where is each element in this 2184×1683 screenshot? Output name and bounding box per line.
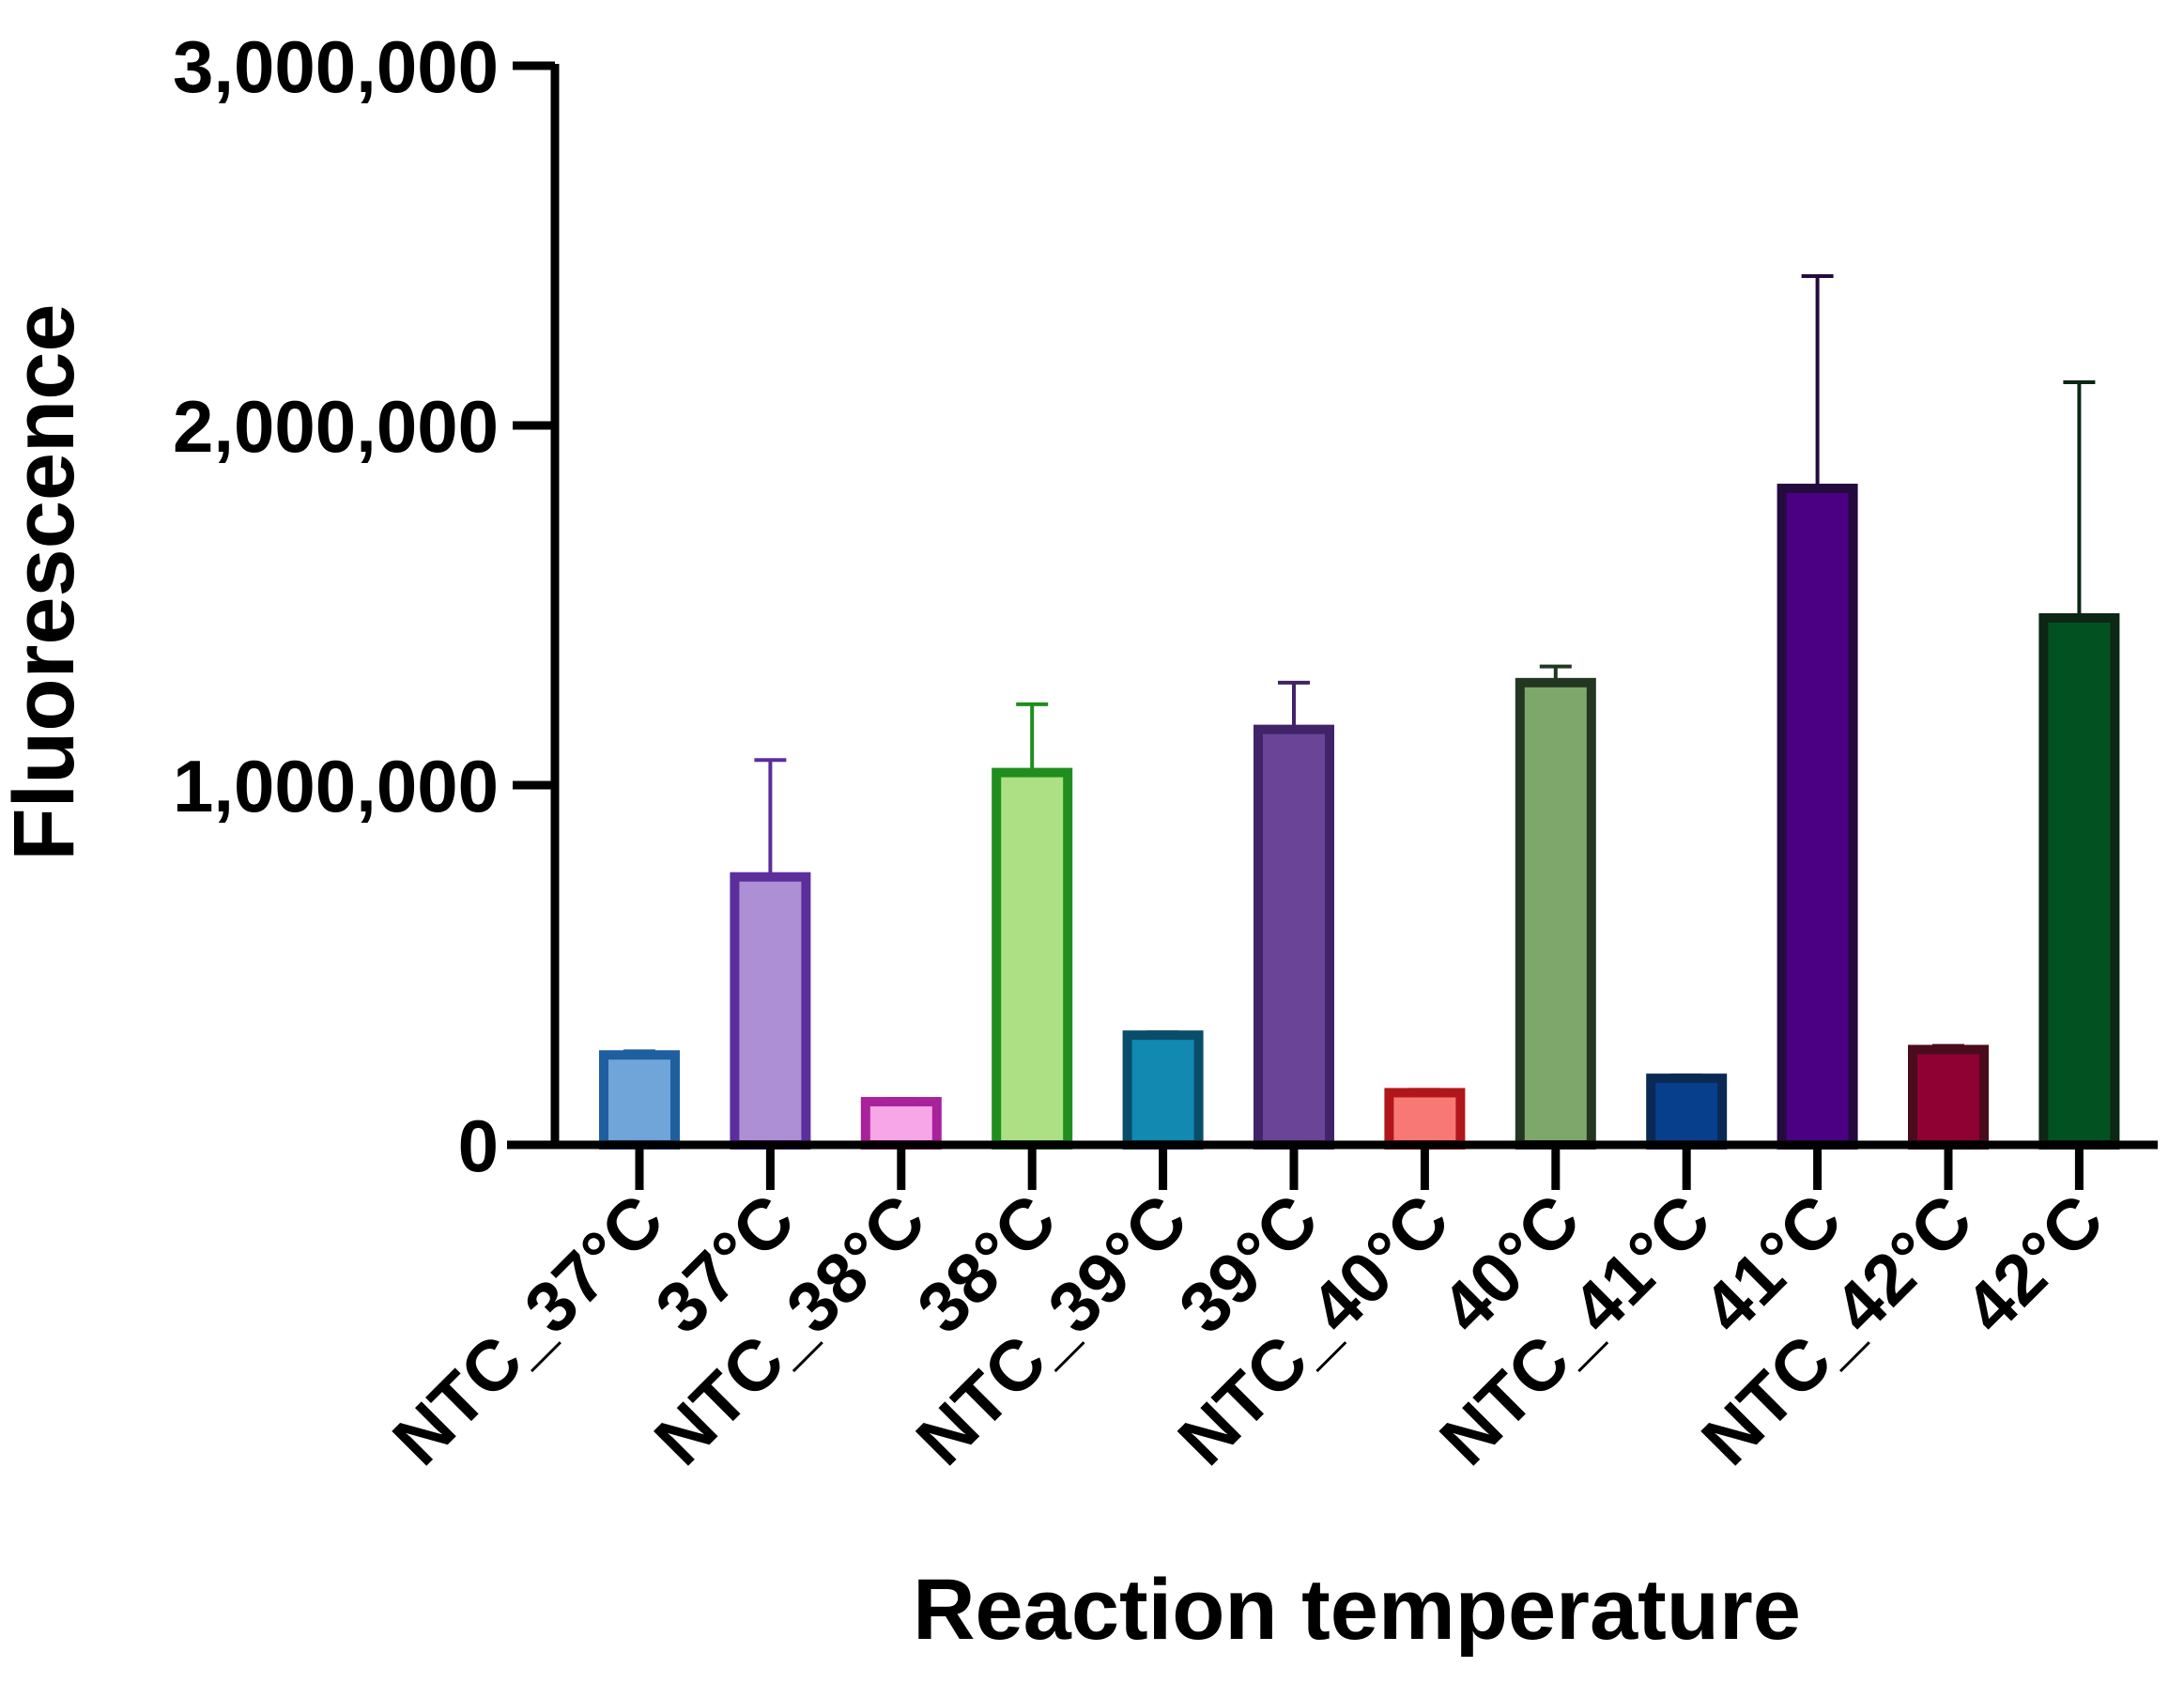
x-axis-title: Reaction temperature xyxy=(913,1562,1801,1658)
bar xyxy=(730,872,811,1150)
x-category-label: 42°C xyxy=(1949,1180,2118,1349)
bar xyxy=(1122,1030,1204,1150)
y-tick-label: 1,000,000 xyxy=(173,745,499,827)
bar xyxy=(1776,484,1858,1150)
bars-group xyxy=(599,484,2120,1150)
bar xyxy=(860,1097,942,1150)
y-ticks-group: 0 1,000,000 2,000,000 3,000,000 xyxy=(173,25,555,1187)
error-bars-group xyxy=(623,274,2096,1103)
bar xyxy=(992,767,1073,1150)
y-tick-label: 3,000,000 xyxy=(173,25,499,108)
bar xyxy=(2038,612,2120,1150)
bar xyxy=(1908,1044,1989,1150)
bar xyxy=(1253,724,1334,1150)
bar xyxy=(1646,1073,1728,1150)
bar xyxy=(1515,677,1596,1150)
bar xyxy=(599,1050,680,1150)
y-tick-label: 2,000,000 xyxy=(173,385,499,468)
axes-group xyxy=(507,64,2158,1150)
x-category-label: NTC_37°C xyxy=(378,1180,680,1481)
y-tick-label: 0 xyxy=(458,1104,499,1187)
bar xyxy=(1384,1088,1466,1150)
y-axis-title: Fluorescence xyxy=(0,303,92,860)
x-ticks-group: NTC_37°C37°CNTC_38°C38°CNTC_39°C39°CNTC_… xyxy=(378,1145,2118,1481)
